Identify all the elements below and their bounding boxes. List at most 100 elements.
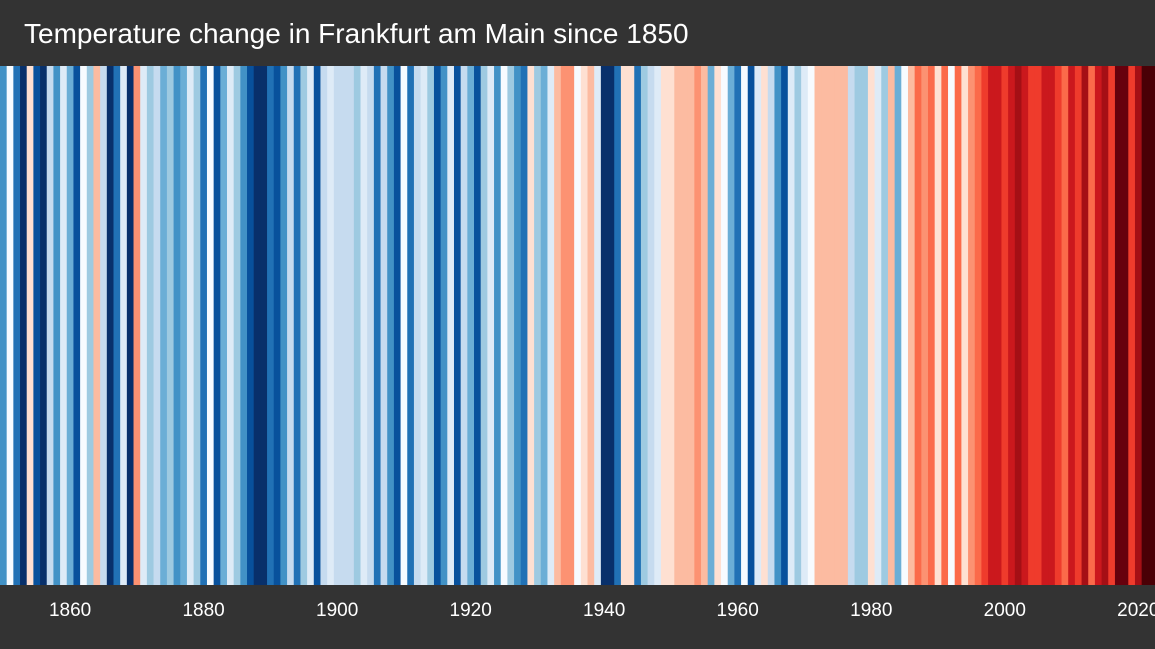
stripe-2003 xyxy=(1021,66,1029,585)
stripe-1966 xyxy=(774,66,782,585)
stripe-1996 xyxy=(974,66,983,585)
stripe-1914 xyxy=(427,66,435,585)
stripe-1873 xyxy=(153,66,161,585)
stripe-1856 xyxy=(40,66,48,585)
stripe-1955 xyxy=(701,66,709,585)
stripe-1937 xyxy=(580,66,589,585)
stripe-1922 xyxy=(480,66,488,585)
stripe-2014 xyxy=(1094,66,1103,585)
stripe-1909 xyxy=(393,66,402,585)
stripe-1994 xyxy=(961,66,969,585)
stripe-1871 xyxy=(140,66,148,585)
stripe-1899 xyxy=(327,66,335,585)
warming-stripes-chart xyxy=(0,66,1155,585)
stripe-1977 xyxy=(847,66,856,585)
stripe-1916 xyxy=(440,66,448,585)
stripe-1993 xyxy=(954,66,962,585)
stripe-2018 xyxy=(1121,66,1129,585)
stripe-2004 xyxy=(1028,66,1036,585)
stripe-1920 xyxy=(467,66,475,585)
stripe-2021 xyxy=(1141,66,1149,585)
stripe-1875 xyxy=(166,66,175,585)
stripe-1975 xyxy=(834,66,842,585)
x-tick-label: 2020 xyxy=(1117,600,1155,621)
stripe-1926 xyxy=(507,66,515,585)
stripe-2000 xyxy=(1001,66,1009,585)
stripe-1935 xyxy=(567,66,575,585)
stripe-1950 xyxy=(667,66,675,585)
stripe-1897 xyxy=(313,66,322,585)
stripe-2022 xyxy=(1148,66,1155,585)
stripe-1947 xyxy=(647,66,655,585)
stripe-1910 xyxy=(400,66,408,585)
stripe-2002 xyxy=(1014,66,1023,585)
stripe-1990 xyxy=(934,66,942,585)
stripe-1878 xyxy=(186,66,195,585)
stripe-1874 xyxy=(160,66,168,585)
stripe-2001 xyxy=(1008,66,1016,585)
stripe-1865 xyxy=(100,66,108,585)
stripe-1942 xyxy=(614,66,622,585)
x-tick-label: 2000 xyxy=(983,600,1026,621)
stripe-1930 xyxy=(534,66,542,585)
stripe-1918 xyxy=(453,66,462,585)
stripe-2012 xyxy=(1081,66,1089,585)
stripe-1928 xyxy=(520,66,529,585)
stripe-1961 xyxy=(741,66,749,585)
stripe-1904 xyxy=(360,66,368,585)
stripe-1857 xyxy=(46,66,55,585)
stripe-1855 xyxy=(33,66,41,585)
stripe-1901 xyxy=(340,66,348,585)
stripe-1991 xyxy=(941,66,949,585)
stripe-2013 xyxy=(1088,66,1096,585)
stripe-1912 xyxy=(413,66,422,585)
x-tick-label: 1960 xyxy=(716,600,759,621)
stripe-1872 xyxy=(146,66,155,585)
chart-title: Temperature change in Frankfurt am Main … xyxy=(24,18,689,49)
stripe-1895 xyxy=(300,66,308,585)
stripe-1979 xyxy=(861,66,869,585)
x-tick-label: 1880 xyxy=(182,600,225,621)
stripe-1853 xyxy=(20,66,28,585)
stripe-1919 xyxy=(460,66,468,585)
stripe-1960 xyxy=(734,66,742,585)
x-tick-label: 1920 xyxy=(449,600,492,621)
stripe-1981 xyxy=(874,66,882,585)
stripe-1863 xyxy=(86,66,95,585)
stripe-1882 xyxy=(213,66,221,585)
stripe-1965 xyxy=(767,66,776,585)
stripe-1945 xyxy=(634,66,642,585)
stripe-1997 xyxy=(981,66,989,585)
stripe-1973 xyxy=(821,66,829,585)
stripe-1886 xyxy=(240,66,248,585)
stripe-1859 xyxy=(60,66,68,585)
stripe-1887 xyxy=(247,66,255,585)
stripe-2017 xyxy=(1114,66,1123,585)
stripe-1983 xyxy=(887,66,896,585)
stripe-1941 xyxy=(607,66,615,585)
stripe-1870 xyxy=(133,66,141,585)
stripe-1884 xyxy=(226,66,235,585)
stripe-1905 xyxy=(367,66,375,585)
stripe-1860 xyxy=(66,66,75,585)
stripe-2006 xyxy=(1041,66,1049,585)
stripe-1893 xyxy=(287,66,295,585)
stripe-1932 xyxy=(547,66,555,585)
stripe-1934 xyxy=(560,66,569,585)
stripe-1917 xyxy=(447,66,455,585)
stripe-1898 xyxy=(320,66,328,585)
stripe-1913 xyxy=(420,66,428,585)
stripe-1952 xyxy=(680,66,689,585)
stripe-1891 xyxy=(273,66,282,585)
stripe-1880 xyxy=(200,66,208,585)
stripe-1924 xyxy=(494,66,502,585)
stripe-1987 xyxy=(914,66,922,585)
x-tick-label: 1860 xyxy=(48,600,92,621)
stripe-1949 xyxy=(660,66,669,585)
stripe-2016 xyxy=(1108,66,1116,585)
stripe-1908 xyxy=(387,66,395,585)
stripe-1883 xyxy=(220,66,228,585)
stripe-1864 xyxy=(93,66,101,585)
stripe-2011 xyxy=(1074,66,1083,585)
stripe-1889 xyxy=(260,66,268,585)
